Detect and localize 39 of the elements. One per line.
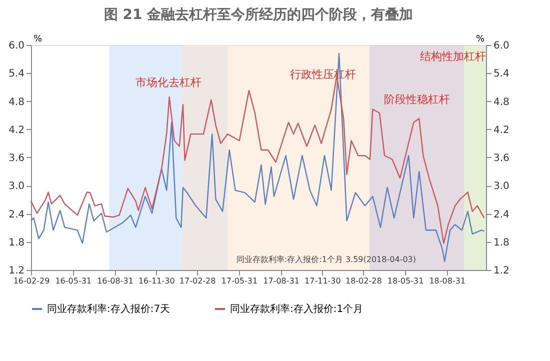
y2-axis-title: %	[476, 34, 485, 44]
x-tick-label: 16-05-31	[55, 276, 92, 286]
y-tick-label: 1.8	[8, 237, 24, 248]
y-tick-label: 3.0	[8, 181, 24, 192]
y-tick-label: 6.0	[8, 40, 24, 52]
band-label: 阶段性稳杠杆	[384, 93, 450, 106]
annotation: 同业存款利率:存入报价:1个月 3.59(2018-04-03)	[236, 255, 416, 264]
y2-tick-label: 4.2	[494, 124, 510, 136]
x-tick-label: 17-08-31	[263, 276, 300, 286]
y-tick-label: 3.6	[8, 153, 24, 164]
chart-title: 图 21 金融去杠杆至今所经历的四个阶段，有叠加	[104, 7, 414, 23]
y2-tick-label: 1.8	[494, 237, 510, 248]
y-tick-label: 2.4	[8, 209, 24, 220]
band-label: 市场化去杠杆	[135, 76, 202, 89]
x-tick-label: 17-02-28	[179, 276, 216, 286]
y2-tick-label: 2.4	[494, 209, 510, 220]
y2-tick-label: 1.2	[494, 266, 510, 276]
x-tick-label: 16-08-31	[97, 276, 134, 286]
x-tick-label: 17-11-30	[304, 276, 341, 286]
y-tick-label: 1.2	[8, 266, 24, 276]
x-tick-label: 16-11-30	[138, 276, 175, 286]
y2-tick-label: 3.6	[494, 153, 510, 164]
band-label: 结构性加杠杆	[420, 50, 486, 63]
x-tick-label: 17-05-31	[221, 276, 258, 286]
y-tick-label: 4.2	[8, 124, 24, 136]
x-tick-label: 16-02-29	[13, 276, 50, 286]
y2-tick-label: 5.4	[494, 68, 510, 80]
y2-tick-label: 6.0	[494, 40, 510, 52]
x-tick-label: 18-02-28	[345, 276, 382, 286]
y2-tick-label: 3.0	[494, 181, 510, 192]
line-series	[30, 52, 485, 262]
y2-tick-label: 4.8	[494, 96, 510, 108]
legend-label: 同业存款利率:存入报价:7天	[47, 303, 170, 315]
x-tick-label: 18-08-31	[429, 276, 466, 286]
y-tick-label: 5.4	[8, 68, 24, 80]
legend-label: 同业存款利率:存入报价:1个月	[230, 303, 364, 315]
y-tick-label: 4.8	[8, 96, 24, 108]
x-tick-label: 18-05-31	[387, 276, 424, 286]
y-axis-title: %	[34, 34, 42, 44]
